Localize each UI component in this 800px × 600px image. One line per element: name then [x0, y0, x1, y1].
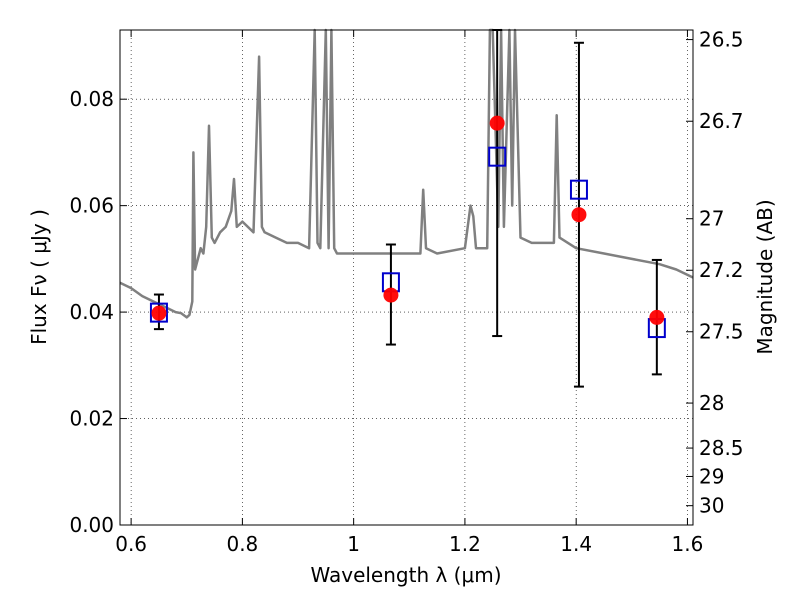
y-tick-label: 0.00 — [69, 513, 114, 537]
mag-tick-label: 26.7 — [699, 109, 744, 133]
x-axis: 0.6 0.8 1 1.2 1.4 1.6 — [115, 30, 703, 556]
mag-tick-label: 29 — [699, 464, 724, 488]
y-axis-right-label: Magnitude (AB) — [753, 199, 777, 354]
observed-point — [151, 305, 167, 321]
y-tick-label: 0.08 — [69, 87, 114, 111]
mag-tick-label: 26.5 — [699, 28, 744, 52]
plot-area — [120, 30, 693, 525]
mag-tick-label: 27 — [699, 207, 724, 231]
y-tick-label: 0.02 — [69, 407, 114, 431]
x-axis-label: Wavelength λ (μm) — [310, 563, 501, 587]
mag-tick-label: 27.5 — [699, 320, 744, 344]
y-tick-label: 0.04 — [69, 300, 114, 324]
observed-point — [649, 309, 665, 325]
x-tick-label: 0.6 — [115, 532, 147, 556]
mag-tick-label: 28 — [699, 391, 724, 415]
x-tick-label: 1.6 — [672, 532, 704, 556]
y-axis-left: 0.00 0.02 0.04 0.06 0.08 — [69, 87, 127, 537]
observed-point — [383, 287, 399, 303]
x-tick-label: 1.2 — [449, 532, 481, 556]
y-axis-label: Flux Fν ( μJy ) — [27, 209, 51, 345]
mag-tick-label: 28.5 — [699, 436, 744, 460]
model-point — [149, 302, 168, 323]
grid-lines — [120, 30, 693, 526]
mag-tick-label: 27.2 — [699, 258, 744, 282]
x-tick-label: 1 — [347, 532, 360, 556]
y-axis-right: 26.5 26.7 27 27.2 27.5 28 28.5 29 30 — [686, 28, 744, 518]
plot-frame — [119, 29, 694, 526]
observed-points — [151, 115, 665, 325]
model-point — [488, 146, 507, 167]
x-tick-label: 0.8 — [226, 532, 258, 556]
y-tick-label: 0.06 — [69, 194, 114, 218]
observed-point — [571, 207, 587, 223]
observed-point — [489, 115, 505, 131]
x-tick-label: 1.4 — [560, 532, 592, 556]
model-point — [569, 179, 588, 200]
mag-tick-label: 30 — [699, 494, 724, 518]
